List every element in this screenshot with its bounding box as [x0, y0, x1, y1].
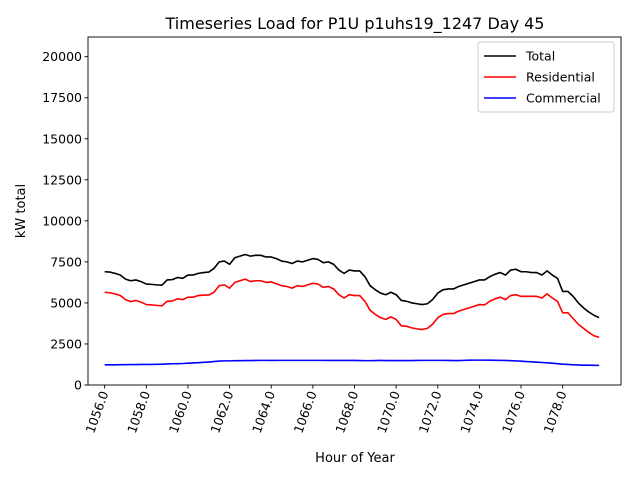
x-tick-label: 1060.0 — [166, 389, 195, 435]
chart-title: Timeseries Load for P1U p1uhs19_1247 Day… — [165, 14, 545, 34]
legend: Total Residential Commercial — [477, 41, 615, 113]
x-tick-label: 1078.0 — [540, 389, 569, 435]
x-tick-label: 1076.0 — [499, 389, 528, 435]
x-tick-label: 1066.0 — [291, 389, 320, 435]
y-tick-label: 17500 — [42, 90, 82, 105]
y-axis-label: kW total — [14, 184, 29, 238]
x-tick-label: 1070.0 — [374, 389, 403, 435]
y-tick-label: 0 — [74, 378, 82, 393]
y-axis: 0 2500 5000 7500 10000 12500 15000 17500 20000 — [42, 49, 88, 393]
x-tick-label: 1068.0 — [332, 389, 361, 435]
y-tick-label: 15000 — [42, 131, 82, 146]
series-line-commercial — [104, 359, 600, 367]
y-tick-label: 2500 — [50, 336, 82, 351]
series-lines — [104, 253, 600, 367]
legend-label-commercial: Commercial — [526, 91, 601, 106]
x-tick-label: 1062.0 — [207, 389, 236, 435]
legend-frame — [477, 41, 615, 113]
x-tick-label: 1064.0 — [249, 389, 278, 435]
x-axis-label: Hour of Year — [315, 451, 395, 466]
x-axis: 1056.0 1058.0 1060.0 1062.0 1064.0 1066.0 1068… — [82, 385, 570, 435]
x-tick-label: 1058.0 — [124, 389, 153, 435]
y-tick-label: 20000 — [42, 49, 82, 64]
x-tick-label: 1056.0 — [82, 389, 111, 435]
legend-label-residential: Residential — [526, 70, 595, 85]
y-tick-label: 5000 — [50, 295, 82, 310]
series-line-total — [104, 253, 600, 319]
x-tick-label: 1074.0 — [457, 389, 486, 435]
x-tick-label: 1072.0 — [416, 389, 445, 435]
series-line-residential — [104, 278, 600, 339]
y-tick-label: 10000 — [42, 213, 82, 228]
y-tick-label: 7500 — [50, 254, 82, 269]
legend-label-total: Total — [525, 49, 555, 64]
y-tick-label: 12500 — [42, 172, 82, 187]
